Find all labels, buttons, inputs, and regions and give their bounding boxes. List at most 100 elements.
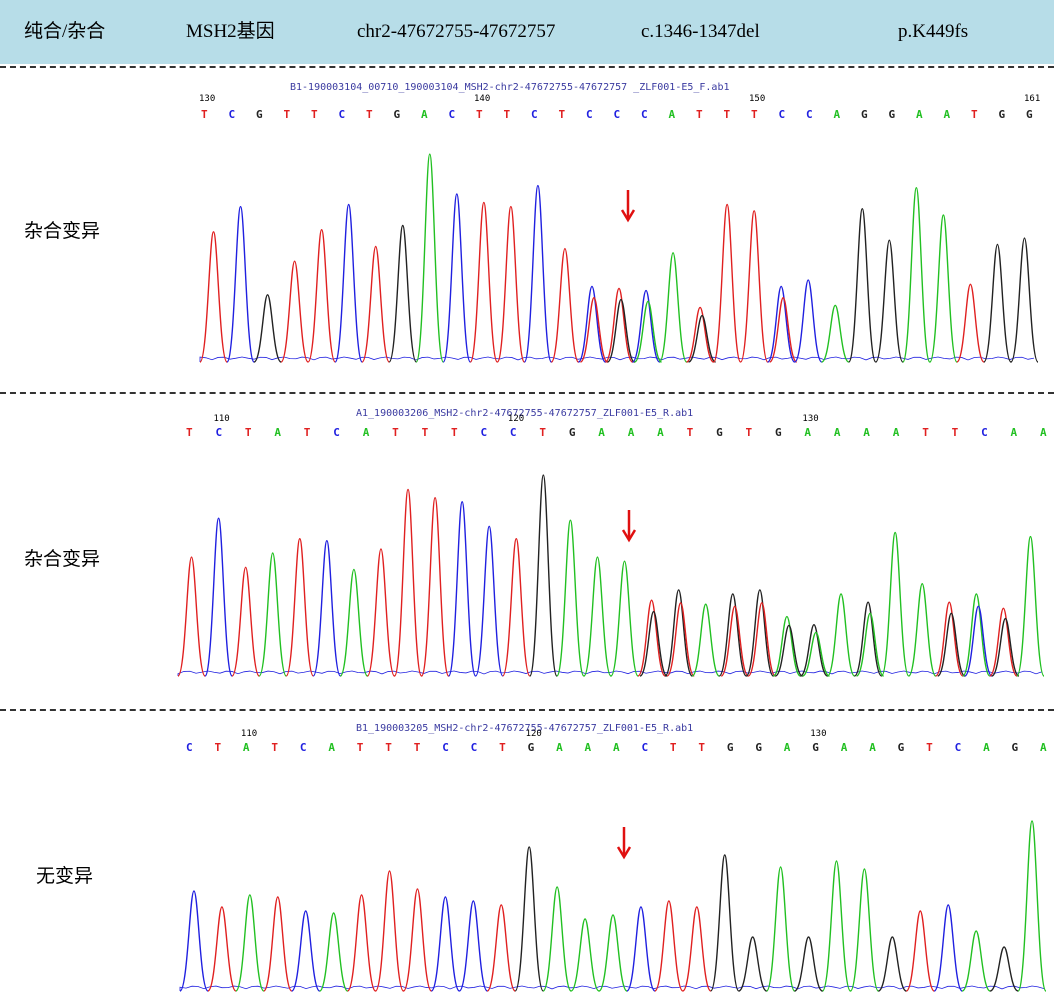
peak-G [606, 298, 636, 363]
base-call: T [751, 108, 758, 121]
peak-T [637, 599, 666, 677]
peak-G [875, 239, 904, 363]
peak-T [402, 888, 433, 992]
base-call: C [215, 426, 223, 439]
peak-T [231, 566, 260, 677]
row-label-3: 无变异 [36, 865, 94, 887]
base-call: A [328, 741, 335, 754]
peak-T [905, 910, 935, 992]
base-call: A [274, 426, 281, 439]
peak-T [361, 245, 390, 363]
peak-A [849, 868, 880, 992]
base-call: A [892, 426, 900, 439]
divider-1 [0, 66, 1054, 68]
peak-G [710, 854, 740, 992]
peak-T [550, 247, 580, 363]
base-call: T [385, 741, 392, 754]
peak-C [179, 890, 209, 992]
base-call: T [244, 426, 252, 439]
base-call: G [726, 741, 734, 754]
base-call: C [954, 741, 962, 754]
position-label: 130 [810, 729, 827, 739]
peak-T [199, 231, 228, 363]
base-call: A [1040, 426, 1047, 439]
base-call: T [201, 108, 208, 121]
peak-A [826, 593, 856, 677]
peak-A [908, 583, 937, 677]
peak-T [177, 556, 206, 677]
peak-C [458, 900, 488, 992]
base-call: A [983, 741, 990, 754]
trace-filename-2: A1_190003206_MSH2-chr2-47672755-47672757… [356, 408, 694, 419]
base-call: G [527, 741, 535, 754]
base-call: T [283, 108, 291, 121]
peak-T [720, 605, 749, 677]
base-call: C [442, 741, 449, 754]
peak-G [877, 936, 907, 992]
peak-T [280, 260, 309, 363]
peak-G [388, 224, 417, 363]
base-call: C [299, 741, 307, 754]
peak-T [285, 537, 314, 677]
peak-A [598, 914, 628, 992]
peak-A [570, 918, 600, 992]
base-call: T [669, 741, 677, 754]
base-call: A [556, 741, 563, 754]
peak-G [983, 243, 1012, 363]
peak-T [420, 496, 450, 677]
base-call: C [470, 741, 478, 754]
base-call: T [499, 741, 506, 754]
peak-T [374, 870, 405, 992]
base-call: T [366, 108, 373, 121]
base-call: A [627, 426, 635, 439]
peak-G [639, 610, 668, 677]
peak-A [1016, 535, 1045, 677]
base-call: T [311, 108, 318, 121]
peak-T [469, 201, 499, 363]
peak-G [989, 946, 1019, 992]
peak-C [312, 539, 342, 677]
peak-A [235, 894, 265, 992]
base-call: A [840, 741, 848, 754]
peak-C [447, 501, 477, 677]
base-call: A [833, 426, 841, 439]
peak-A [772, 615, 802, 677]
peak-A [880, 531, 910, 677]
peak-C [291, 910, 321, 992]
position-label: 110 [240, 729, 258, 739]
peak-G [848, 207, 877, 363]
peak-A [962, 593, 991, 677]
header-protein: p.K449fs [898, 21, 969, 42]
base-call: C [778, 108, 786, 121]
peak-G [937, 612, 966, 677]
baseline-noise [179, 985, 1045, 991]
peak-A [633, 300, 663, 363]
peak-A [821, 304, 850, 363]
header-gene: MSH2基因 [186, 21, 275, 42]
base-call: T [971, 108, 978, 121]
base-call: A [783, 741, 791, 754]
peak-G [718, 593, 747, 677]
peak-C [794, 279, 823, 363]
peak-T [207, 906, 237, 992]
peak-A [902, 186, 931, 363]
base-call: T [413, 741, 421, 754]
position-label: 130 [199, 94, 216, 104]
base-call: T [214, 741, 222, 754]
base-call: T [539, 426, 546, 439]
peak-A [542, 886, 572, 992]
base-call: T [926, 741, 933, 754]
peak-T [712, 203, 742, 363]
base-call: T [421, 426, 429, 439]
base-call: C [338, 108, 346, 121]
peak-A [821, 860, 852, 992]
base-call: A [1040, 741, 1047, 754]
base-call: A [584, 741, 592, 754]
base-call: T [303, 426, 311, 439]
divider-3 [0, 709, 1054, 711]
peak-T [366, 548, 396, 677]
peak-A [556, 519, 585, 677]
peak-T [747, 602, 777, 677]
divider-2 [0, 392, 1054, 394]
peak-T [935, 601, 964, 677]
